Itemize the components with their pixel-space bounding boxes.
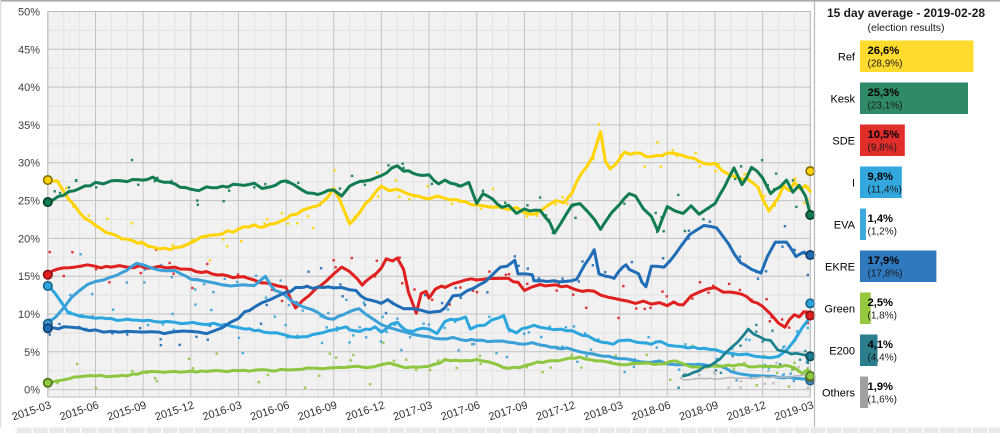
svg-text:50%: 50% — [18, 7, 40, 19]
svg-text:26,6%: 26,6% — [868, 45, 900, 57]
svg-text:4,1%: 4,1% — [868, 339, 894, 351]
svg-text:5%: 5% — [24, 347, 40, 359]
svg-text:Kesk: Kesk — [831, 94, 856, 106]
svg-text:(election results): (election results) — [867, 22, 944, 34]
svg-text:20%: 20% — [18, 233, 40, 245]
svg-text:(23,1%): (23,1%) — [868, 101, 903, 112]
svg-text:EKRE: EKRE — [825, 262, 855, 274]
svg-text:I: I — [852, 178, 855, 190]
svg-text:Others: Others — [822, 388, 856, 400]
svg-text:30%: 30% — [18, 158, 40, 170]
svg-text:Ref: Ref — [838, 52, 856, 64]
svg-text:(1,6%): (1,6%) — [868, 395, 897, 406]
svg-text:10%: 10% — [18, 309, 40, 321]
svg-text:17,9%: 17,9% — [868, 255, 900, 267]
svg-text:15 day average - 2019-02-28: 15 day average - 2019-02-28 — [827, 6, 985, 20]
svg-text:EVA: EVA — [834, 220, 856, 232]
svg-text:(4,4%): (4,4%) — [868, 353, 897, 364]
svg-text:(1,8%): (1,8%) — [868, 311, 897, 322]
svg-text:1,4%: 1,4% — [868, 213, 894, 225]
svg-text:2,5%: 2,5% — [868, 297, 894, 309]
svg-text:(28,9%): (28,9%) — [868, 59, 903, 70]
svg-text:Green: Green — [824, 304, 855, 316]
svg-text:15%: 15% — [18, 271, 40, 283]
svg-text:45%: 45% — [18, 44, 40, 56]
svg-text:(1,2%): (1,2%) — [868, 227, 897, 238]
svg-text:0%: 0% — [24, 385, 40, 397]
svg-text:E200: E200 — [829, 346, 855, 358]
svg-text:9,8%: 9,8% — [868, 171, 894, 183]
svg-text:SDE: SDE — [832, 136, 855, 148]
svg-text:1,9%: 1,9% — [868, 381, 894, 393]
svg-text:25%: 25% — [18, 196, 40, 208]
svg-text:35%: 35% — [18, 120, 40, 132]
svg-text:40%: 40% — [18, 82, 40, 94]
svg-text:(17,8%): (17,8%) — [868, 269, 903, 280]
svg-text:10,5%: 10,5% — [868, 129, 900, 141]
svg-text:(11,4%): (11,4%) — [868, 185, 902, 196]
svg-text:25,3%: 25,3% — [868, 87, 900, 99]
svg-text:(9,8%): (9,8%) — [868, 143, 897, 154]
